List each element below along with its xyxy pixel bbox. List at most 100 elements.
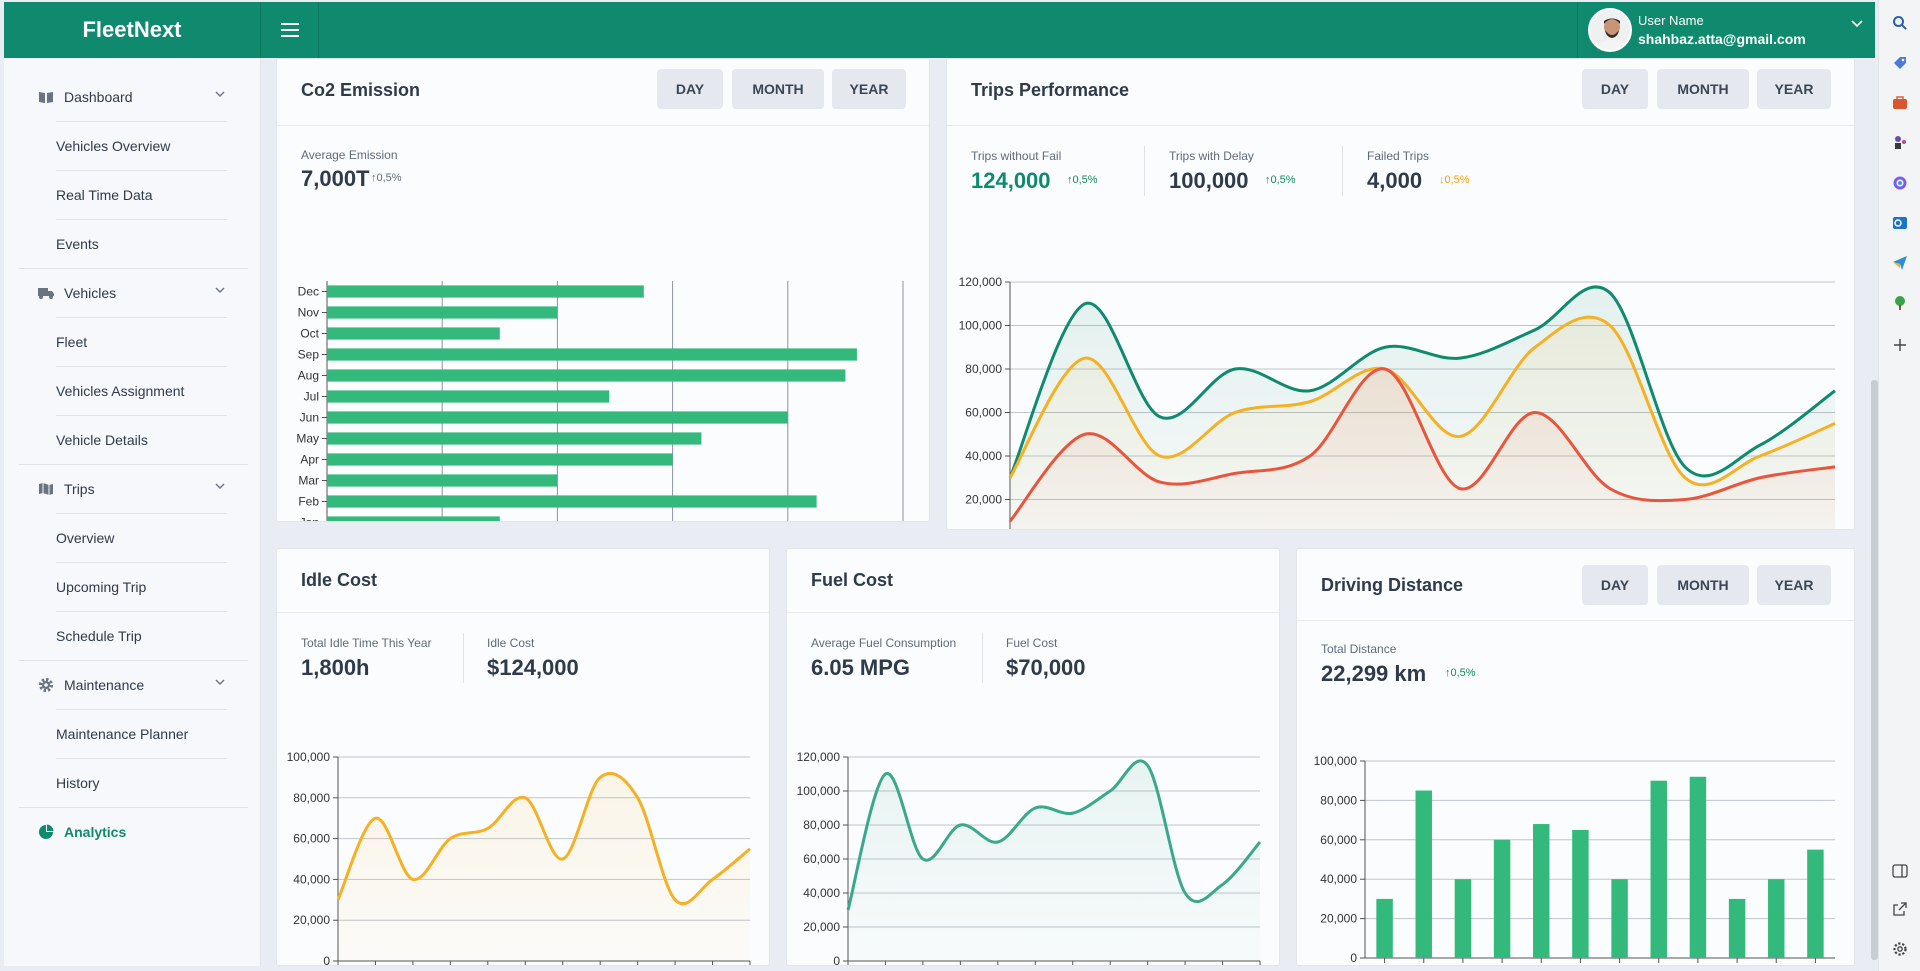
divider [463, 633, 464, 683]
divider [982, 633, 983, 683]
bar [1807, 849, 1824, 958]
sidebar-item-label: Real Time Data [56, 187, 153, 203]
day-button[interactable]: DAY [1582, 565, 1648, 605]
bar [327, 516, 500, 521]
sidebar-item-dashboard[interactable]: Dashboard [19, 73, 227, 121]
day-button[interactable]: DAY [1582, 69, 1648, 109]
menu-toggle-button[interactable] [261, 2, 319, 58]
search-icon[interactable] [1889, 12, 1911, 34]
divider [19, 807, 248, 808]
divider [1342, 146, 1343, 196]
y-tick-label: Aug [298, 369, 319, 383]
month-button[interactable]: MONTH [1657, 565, 1749, 605]
sidebar-item-events[interactable]: Events [56, 220, 227, 268]
briefcase-icon[interactable] [1889, 92, 1911, 114]
sidebar-item-label: Vehicles Overview [56, 138, 171, 154]
outlook-icon[interactable] [1889, 212, 1911, 234]
y-tick-label: Jan [300, 516, 319, 523]
settings-icon[interactable] [1889, 938, 1911, 960]
y-tick-label: 60,000 [1320, 833, 1357, 847]
card-title: Co2 Emission [301, 80, 421, 100]
month-button[interactable]: MONTH [732, 69, 824, 109]
sidebar-item-upcoming-trip[interactable]: Upcoming Trip [56, 563, 227, 611]
stat-label: Trips with Delay [1169, 149, 1254, 163]
chevron-down-icon [215, 287, 225, 293]
divider [56, 513, 227, 514]
chess-icon[interactable] [1889, 132, 1911, 154]
y-tick-label: Apr [300, 453, 319, 467]
sidebar-item-label: Trips [64, 481, 95, 497]
y-tick-label: 40,000 [965, 449, 1002, 463]
card-title: Trips Performance [971, 80, 1130, 100]
header-spacer [319, 2, 1577, 58]
sidebar-item-maintenance[interactable]: Maintenance [19, 661, 227, 709]
sidebar-item-real-time-data[interactable]: Real Time Data [56, 171, 227, 219]
sidebar-item-vehicle-details[interactable]: Vehicle Details [56, 416, 227, 464]
bar [327, 453, 673, 466]
series-line [336, 771, 751, 906]
trend-indicator: ↑0,5% [1067, 174, 1098, 186]
year-button[interactable]: YEAR [1757, 69, 1831, 109]
day-button[interactable]: DAY [657, 69, 723, 109]
stat-value: 1,800h [301, 655, 370, 680]
stat-value: 22,299 km [1321, 661, 1427, 686]
sidebar-item-label: Maintenance Planner [56, 726, 189, 742]
divider [56, 121, 227, 122]
sidebar-item-label: Overview [56, 530, 115, 546]
co2-bar-chart: 020,00040,00060,00080,000100,000JanFebMa… [296, 281, 904, 523]
bar [1572, 829, 1589, 958]
sidebar-item-maintenance-planner[interactable]: Maintenance Planner [56, 710, 227, 758]
external-link-icon[interactable] [1889, 898, 1911, 920]
sidebar-item-vehicles-assignment[interactable]: Vehicles Assignment [56, 367, 227, 415]
sidebar-item-trips[interactable]: Trips [19, 465, 227, 513]
send-icon[interactable] [1889, 252, 1911, 274]
stat-label: Failed Trips [1367, 149, 1430, 163]
idle-cost-area-chart: 020,00040,00060,00080,000100,000JanFebMa… [287, 750, 751, 965]
sidebar-panel-icon[interactable] [1889, 860, 1911, 882]
sidebar-item-fleet[interactable]: Fleet [56, 318, 227, 366]
y-tick-label: 0 [1350, 951, 1357, 965]
brand-logo[interactable]: FleetNext [4, 2, 261, 58]
divider [56, 709, 227, 710]
trend-indicator: ↑0,5% [1265, 174, 1296, 186]
sidebar-item-analytics[interactable]: Analytics [19, 808, 227, 856]
series-area [338, 773, 750, 961]
sidebar-item-label: Dashboard [64, 89, 133, 105]
tag-icon[interactable] [1889, 52, 1911, 74]
browser-side-rail [1878, 0, 1920, 971]
tree-icon[interactable] [1889, 292, 1911, 314]
x-tick-label: May [1530, 965, 1553, 966]
month-button[interactable]: MONTH [1657, 69, 1749, 109]
trips-area-chart: 020,00040,00060,00080,000100,000120,000J… [959, 275, 1836, 529]
y-tick-label: 80,000 [293, 791, 330, 805]
stat-value: 6.05 MPG [811, 655, 911, 680]
divider [56, 366, 227, 367]
sidebar-item-label: History [56, 775, 100, 791]
year-button[interactable]: YEAR [832, 69, 906, 109]
y-tick-label: 100,000 [797, 784, 841, 798]
divider [19, 268, 248, 269]
user-menu[interactable]: User Name shahbaz.atta@gmail.com [1577, 2, 1875, 58]
add-icon[interactable] [1889, 334, 1911, 356]
y-tick-label: 120,000 [797, 750, 841, 764]
year-button[interactable]: YEAR [1757, 565, 1831, 605]
y-tick-label: 20,000 [1320, 912, 1357, 926]
sidebar-item-vehicles[interactable]: Vehicles [19, 269, 227, 317]
copilot-icon[interactable] [1889, 172, 1911, 194]
sidebar-item-overview[interactable]: Overview [56, 514, 227, 562]
stat-label: Average Emission [301, 148, 398, 162]
sidebar-item-schedule-trip[interactable]: Schedule Trip [56, 612, 227, 660]
y-tick-label: 20,000 [293, 913, 330, 927]
bar [327, 432, 702, 445]
sidebar-item-label: Analytics [64, 824, 127, 840]
card-header [947, 59, 1854, 126]
bar [1768, 879, 1785, 958]
sidebar-item-vehicles-overview[interactable]: Vehicles Overview [56, 122, 227, 170]
stat-label: Total Idle Time This Year [301, 636, 432, 650]
divider [19, 464, 248, 465]
page-scrollbar[interactable] [1871, 380, 1878, 960]
stat-label: Idle Cost [487, 636, 535, 650]
y-tick-label: 20,000 [803, 920, 840, 934]
user-name-label: User Name [1638, 13, 1704, 28]
sidebar-item-history[interactable]: History [56, 759, 227, 807]
